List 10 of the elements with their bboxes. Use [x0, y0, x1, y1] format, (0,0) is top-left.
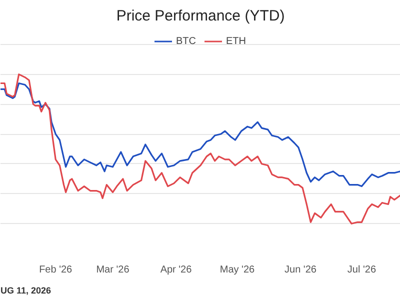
x-tick-label: Feb '26: [39, 264, 73, 276]
x-tick-label: Jul '26: [347, 264, 376, 276]
legend-label: BTC: [176, 36, 196, 46]
x-tick-label: Jun '26: [284, 264, 317, 276]
legend-label: ETH: [226, 36, 246, 46]
chart-title: Price Performance (YTD): [116, 8, 285, 24]
x-tick-label: Apr '26: [160, 264, 192, 276]
x-tick-label: May '26: [220, 264, 256, 276]
x-tick-label: Mar '26: [96, 264, 130, 276]
text: UG 11, 2026: [0, 286, 52, 296]
